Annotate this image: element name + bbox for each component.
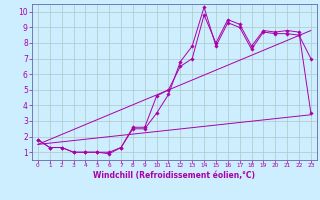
X-axis label: Windchill (Refroidissement éolien,°C): Windchill (Refroidissement éolien,°C) bbox=[93, 171, 255, 180]
